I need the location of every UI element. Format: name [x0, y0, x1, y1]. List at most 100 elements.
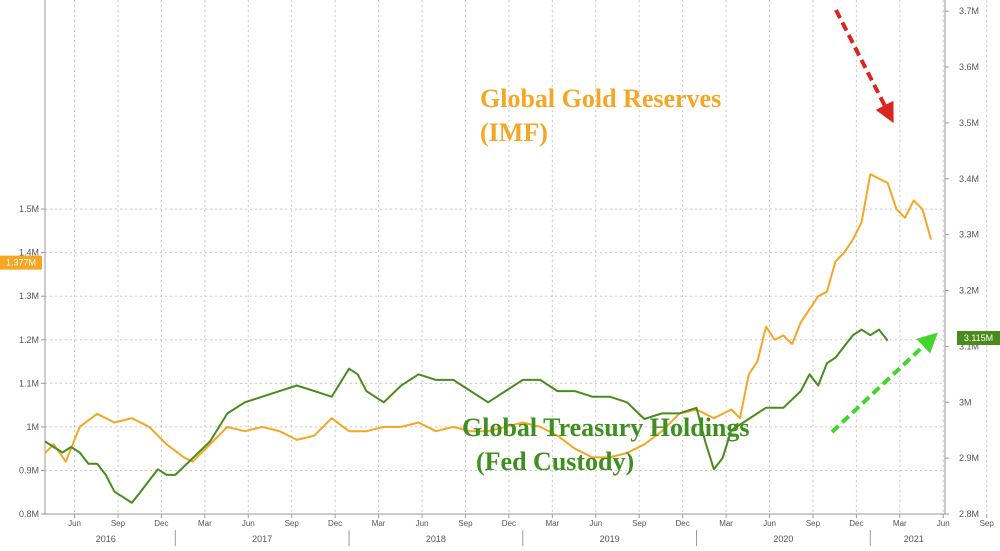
data-point [435, 431, 436, 432]
green-up-arrow [830, 332, 938, 434]
treasury-current-value-box [957, 331, 1000, 346]
data-point [279, 431, 280, 432]
data-point [244, 431, 245, 432]
x-year-label: 2020 [773, 534, 793, 544]
data-point [713, 469, 714, 470]
x-tick-label: Sep [806, 519, 821, 528]
right-tick-label: 3M [959, 397, 972, 407]
left-tick-label: 1.2M [19, 335, 39, 345]
data-point [826, 291, 827, 292]
x-tick-label: Dec [502, 519, 516, 528]
data-point [861, 222, 862, 223]
x-tick-label: Jun [763, 519, 776, 528]
data-point [826, 363, 827, 364]
data-point [505, 391, 506, 392]
data-point [557, 391, 558, 392]
data-point [314, 391, 315, 392]
left-tick-label: 0.8M [19, 509, 39, 519]
data-point [105, 474, 106, 475]
data-point [114, 422, 115, 423]
data-point [114, 491, 115, 492]
data-point [331, 396, 332, 397]
data-point [765, 326, 766, 327]
data-point [896, 209, 897, 210]
right-tick-label: 2.9M [959, 453, 979, 463]
x-tick-label: Sep [458, 519, 473, 528]
data-point [818, 385, 819, 386]
left-tick-label: 1.5M [19, 204, 39, 214]
x-tick-label: Sep [632, 519, 647, 528]
right-tick-label: 3.5M [959, 118, 979, 128]
data-point [800, 322, 801, 323]
data-point [183, 457, 184, 458]
data-point [887, 340, 888, 341]
data-point [783, 407, 784, 408]
x-tick-label: Jun [589, 519, 602, 528]
x-tick-label: Mar [893, 519, 907, 528]
data-point [357, 374, 358, 375]
data-point [418, 374, 419, 375]
right-tick-label: 3.3M [959, 230, 979, 240]
x-tick-label: Jun [68, 519, 81, 528]
gold-current-value-box [0, 255, 42, 270]
x-axis: Jun Sep Dec Mar Jun Sep Dec Mar Jun Sep Dec Mar Jun S… [45, 513, 994, 546]
data-point [349, 431, 350, 432]
data-point [904, 217, 905, 218]
data-point [435, 379, 436, 380]
treasury-annotation-line1: Global Treasury Holdings [462, 413, 750, 442]
left-tick-label: 0.9M [19, 465, 39, 475]
data-point [210, 444, 211, 445]
data-point [844, 252, 845, 253]
data-point [166, 444, 167, 445]
left-tick-label: 1.4M [19, 248, 39, 258]
data-point [870, 335, 871, 336]
right-tick-label: 2.8M [959, 509, 979, 519]
left-tick-label: 1.1M [19, 378, 39, 388]
data-point [609, 396, 610, 397]
data-point [331, 418, 332, 419]
left-tick-label: 1.3M [19, 291, 39, 301]
data-point [210, 441, 211, 442]
data-point [157, 469, 158, 470]
data-point [783, 335, 784, 336]
left-y-axis: 0.8M 0.9M 1M 1.1M 1.2M 1.3M 1.4M 1.5M [19, 0, 46, 519]
current-value-markers: 1.377M 3.115M [0, 255, 1000, 346]
data-point [62, 452, 63, 453]
annotations: Global Gold Reserves (IMF) Global Treasury… [462, 9, 938, 476]
right-tick-label: 3.2M [959, 286, 979, 296]
x-tick-label: Mar [719, 519, 733, 528]
data-point [366, 391, 367, 392]
data-point [931, 239, 932, 240]
data-point [835, 261, 836, 262]
gridlines [45, 0, 988, 515]
data-point [488, 402, 489, 403]
treasury-current-value-label: 3.115M [964, 333, 993, 343]
data-point [592, 396, 593, 397]
data-point [123, 497, 124, 498]
x-year-label: 2021 [904, 534, 924, 544]
data-point [757, 361, 758, 362]
data-point [887, 182, 888, 183]
data-point [71, 446, 72, 447]
treasury-annotation-line2: (Fed Custody) [476, 447, 634, 476]
x-tick-label: Dec [154, 519, 168, 528]
data-point [97, 463, 98, 464]
data-point [383, 426, 384, 427]
data-point [722, 458, 723, 459]
x-tick-label: Dec [328, 519, 342, 528]
x-tick-label: Mar [545, 519, 559, 528]
data-point [748, 374, 749, 375]
right-tick-label: 3.6M [959, 62, 979, 72]
gold-reserves-line [44, 173, 933, 463]
data-point [522, 379, 523, 380]
x-tick-label: Jun [416, 519, 429, 528]
data-point [852, 335, 853, 336]
data-point [175, 474, 176, 475]
data-point [418, 422, 419, 423]
data-point [149, 480, 150, 481]
data-point [644, 444, 645, 445]
x-tick-label: Mar [372, 519, 386, 528]
data-point [244, 402, 245, 403]
